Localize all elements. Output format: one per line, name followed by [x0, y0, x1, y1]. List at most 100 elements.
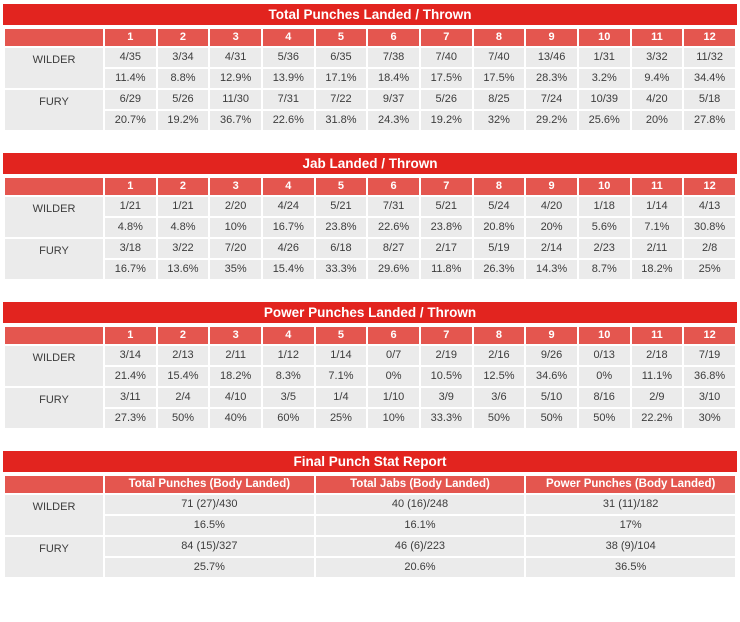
landed-thrown-cell: 5/19 — [471, 237, 527, 260]
percentage-cell: 16.7% — [103, 258, 158, 281]
fighter-percentage-row: 27.3% 50% 40% 60% 25% 10% 33.3% 50% 50% 50% 22.2% 3… — [4, 407, 737, 430]
column-header: 12 — [682, 27, 737, 48]
fighter-percentage-row: 25.7% 20.6% 36.5% — [4, 556, 737, 579]
percentage-cell: 16.1% — [313, 514, 527, 537]
landed-thrown-cell: 4/13 — [682, 195, 737, 218]
landed-thrown-cell: 11/30 — [208, 88, 263, 111]
landed-thrown-cell: 2/23 — [576, 237, 632, 260]
percentage-cell: 7.1% — [313, 365, 369, 388]
fighter-percentage-row: 11.4% 8.8% 12.9% 13.9% 17.1% 18.4% 17.5% 17.5% 2… — [4, 67, 737, 90]
percentage-cell: 8.8% — [155, 67, 211, 90]
percentage-cell: 25% — [313, 407, 369, 430]
percentage-cell: 25.7% — [103, 556, 316, 579]
column-header: 9 — [524, 176, 579, 197]
corner-cell — [3, 176, 105, 197]
percentage-cell: 10% — [366, 407, 421, 430]
landed-thrown-cell: 0/13 — [576, 344, 632, 367]
percentage-cell: 13.9% — [260, 67, 316, 90]
fighter-percentage-row: 16.5% 16.1% 17% — [4, 514, 737, 537]
percentage-cell: 24.3% — [366, 109, 421, 132]
fighter-percentage-row: 20.7% 19.2% 36.7% 22.6% 31.8% 24.3% 19.2% 32% 29… — [4, 109, 737, 132]
percentage-cell: 14.3% — [524, 258, 579, 281]
percentage-cell: 11.1% — [629, 365, 685, 388]
column-header: 7 — [418, 27, 474, 48]
percentage-cell: 50% — [155, 407, 211, 430]
column-header: Total Punches (Body Landed) — [103, 474, 316, 495]
fighter-label: WILDER — [3, 493, 105, 537]
jab-table: 1 2 3 4 5 6 7 8 9 10 11 12 WILDER 1/21 1/21 2/20 4/24 5/2… — [3, 176, 737, 281]
landed-thrown-cell: 3/34 — [155, 46, 211, 69]
landed-thrown-cell: 2/11 — [629, 237, 685, 260]
percentage-cell: 25% — [682, 258, 737, 281]
percentage-cell: 27.3% — [103, 407, 158, 430]
percentage-cell: 18.4% — [366, 67, 421, 90]
landed-thrown-cell: 3/10 — [682, 386, 737, 409]
percentage-cell: 15.4% — [155, 365, 211, 388]
final-report-section: Final Punch Stat Report Total Punches (B… — [3, 451, 737, 579]
column-header: 8 — [471, 325, 527, 346]
percentage-cell: 50% — [471, 407, 527, 430]
percentage-cell: 22.6% — [260, 109, 316, 132]
landed-thrown-cell: 2/19 — [418, 344, 474, 367]
percentage-cell: 20.7% — [103, 109, 158, 132]
landed-thrown-cell: 9/37 — [366, 88, 421, 111]
landed-thrown-cell: 3/18 — [103, 237, 158, 260]
column-header: 2 — [155, 176, 211, 197]
landed-thrown-cell: 2/11 — [208, 344, 263, 367]
percentage-cell: 22.6% — [366, 216, 421, 239]
fighter-label: WILDER — [3, 195, 105, 239]
percentage-cell: 28.3% — [524, 67, 579, 90]
column-header: 8 — [471, 176, 527, 197]
power-punches-table: 1 2 3 4 5 6 7 8 9 10 11 12 WILDER 3/14 2/13 2/11 1/12 1/1… — [3, 325, 737, 430]
landed-thrown-cell: 1/18 — [576, 195, 632, 218]
fighter-label: WILDER — [3, 344, 105, 388]
landed-thrown-cell: 1/14 — [629, 195, 685, 218]
landed-thrown-cell: 1/4 — [313, 386, 369, 409]
column-header: 7 — [418, 176, 474, 197]
landed-thrown-cell: 4/20 — [524, 195, 579, 218]
percentage-cell: 16.7% — [260, 216, 316, 239]
landed-thrown-cell: 7/40 — [471, 46, 527, 69]
landed-thrown-cell: 1/12 — [260, 344, 316, 367]
jab-title: Jab Landed / Thrown — [3, 153, 737, 174]
landed-thrown-cell: 1/21 — [155, 195, 211, 218]
landed-thrown-cell: 4/35 — [103, 46, 158, 69]
landed-thrown-cell: 7/31 — [366, 195, 421, 218]
percentage-cell: 35% — [208, 258, 263, 281]
landed-thrown-cell: 5/26 — [418, 88, 474, 111]
percentage-cell: 27.8% — [682, 109, 737, 132]
percentage-cell: 7.1% — [629, 216, 685, 239]
landed-thrown-cell: 6/35 — [313, 46, 369, 69]
column-header: 10 — [576, 325, 632, 346]
column-header: 7 — [418, 325, 474, 346]
percentage-cell: 36.7% — [208, 109, 263, 132]
percentage-cell: 34.4% — [682, 67, 737, 90]
fighter-stat-row: FURY 3/11 2/4 4/10 3/5 1/4 1/10 3/9 3/6 5/10 8/16 2… — [3, 386, 737, 430]
percentage-cell: 25.6% — [576, 109, 632, 132]
landed-thrown-cell: 3/5 — [260, 386, 316, 409]
landed-thrown-cell: 5/21 — [418, 195, 474, 218]
corner-cell — [3, 27, 105, 48]
fighter-stat-row: WILDER 3/14 2/13 2/11 1/12 1/14 0/7 2/19 2/16 9/2… — [3, 344, 737, 388]
landed-thrown-cell: 7/31 — [260, 88, 316, 111]
percentage-cell: 18.2% — [629, 258, 685, 281]
fighter-stat-row: WILDER 71 (27)/430 40 (16)/248 31 (11)/182 — [3, 493, 737, 537]
column-header: 2 — [155, 27, 211, 48]
column-header: Power Punches (Body Landed) — [524, 474, 737, 495]
landed-thrown-cell: 8/27 — [366, 237, 421, 260]
landed-thrown-cell: 5/18 — [682, 88, 737, 111]
percentage-cell: 33.3% — [313, 258, 369, 281]
landed-thrown-cell: 3/6 — [471, 386, 527, 409]
percentage-cell: 30.8% — [682, 216, 737, 239]
percentage-cell: 29.6% — [366, 258, 421, 281]
column-header: 6 — [366, 27, 421, 48]
fighter-stat-row: WILDER 4/35 3/34 4/31 5/36 6/35 7/38 7/40 7/40 13… — [3, 46, 737, 90]
column-header: 1 — [103, 176, 158, 197]
column-header: 6 — [366, 325, 421, 346]
fighter-label: FURY — [3, 88, 105, 132]
landed-thrown-cell: 2/8 — [682, 237, 737, 260]
column-header: 11 — [629, 176, 685, 197]
percentage-cell: 12.5% — [471, 365, 527, 388]
landed-thrown-cell: 5/24 — [471, 195, 527, 218]
